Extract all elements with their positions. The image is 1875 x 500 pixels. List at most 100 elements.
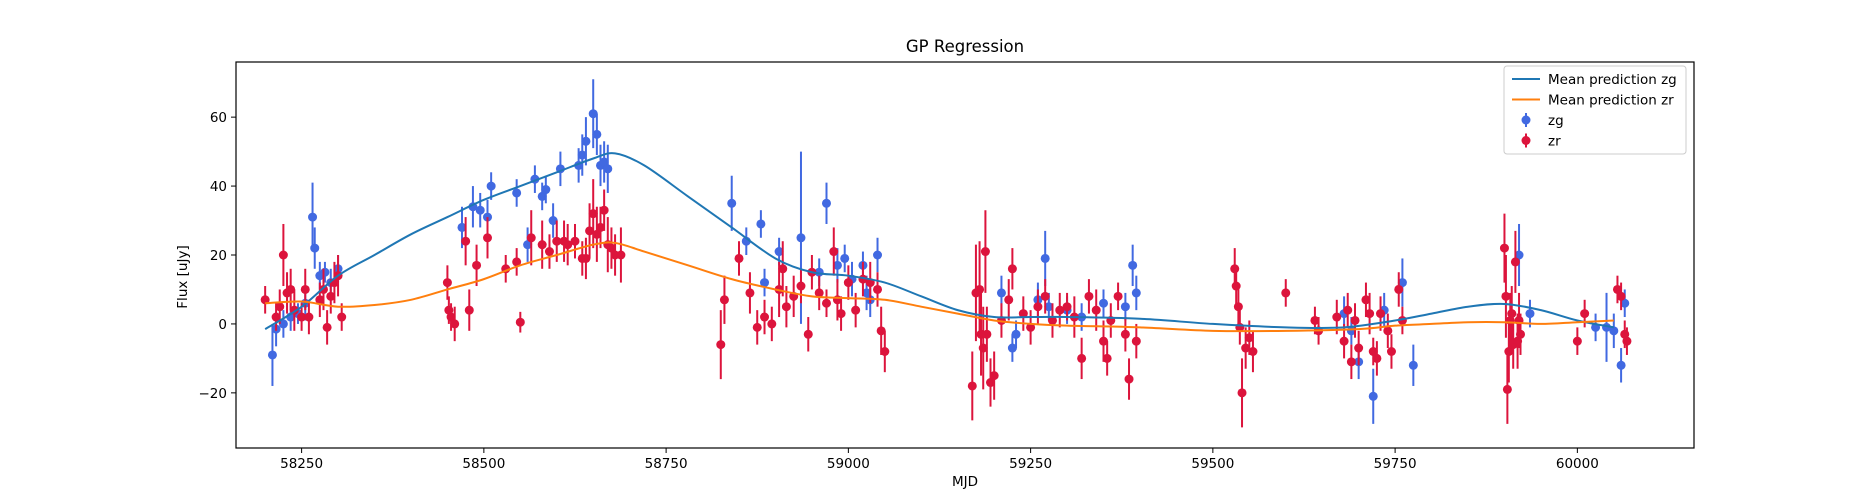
marker: [515, 317, 525, 327]
marker: [1047, 315, 1057, 325]
legend-swatch: [1521, 115, 1531, 125]
point-zg-51: [1040, 230, 1050, 287]
marker: [537, 240, 547, 250]
point-zg-68: [1591, 313, 1601, 342]
point-zr-64: [836, 296, 846, 331]
legend-box: [1503, 65, 1687, 155]
marker: [308, 212, 318, 222]
marker: [1062, 302, 1072, 312]
point-zg-2: [278, 310, 288, 338]
marker: [271, 312, 281, 322]
plot-area: [260, 79, 1632, 428]
point-zr-131: [1504, 320, 1514, 383]
marker: [599, 157, 609, 167]
marker: [461, 236, 471, 246]
marker: [814, 288, 824, 298]
marker: [1361, 295, 1371, 305]
point-zg-46: [873, 237, 883, 273]
point-zr-33: [563, 223, 573, 266]
marker: [752, 322, 762, 332]
point-zr-60: [814, 275, 824, 311]
point-zg-66: [1514, 223, 1524, 287]
point-zr-98: [1113, 282, 1123, 311]
marker: [483, 233, 493, 243]
point-zr-40: [596, 206, 605, 249]
marker: [596, 222, 605, 232]
point-zr-89: [1055, 292, 1065, 328]
point-zr-46: [716, 310, 726, 380]
point-zr-84: [1018, 296, 1028, 331]
point-zg-39: [821, 182, 831, 224]
marker: [975, 284, 985, 294]
point-zr-3: [278, 223, 288, 287]
marker: [1609, 326, 1619, 336]
marker: [260, 295, 270, 305]
y-tick-label: 40: [210, 179, 227, 195]
marker: [851, 305, 861, 315]
point-zr-144: [1622, 327, 1632, 355]
marker: [719, 295, 729, 305]
point-zr-123: [1376, 296, 1386, 331]
marker: [1343, 305, 1353, 315]
point-zr-107: [1241, 327, 1251, 369]
marker: [1044, 302, 1054, 312]
marker: [552, 236, 562, 246]
marker: [512, 188, 522, 198]
point-zr-70: [876, 306, 886, 355]
marker: [523, 240, 533, 250]
marker: [843, 278, 853, 288]
point-zr-125: [1386, 334, 1396, 369]
point-zr-104: [1233, 289, 1243, 324]
point-zr-5: [286, 268, 296, 311]
marker: [821, 198, 831, 208]
marker: [1099, 336, 1109, 346]
marker: [1055, 305, 1065, 315]
marker: [1099, 298, 1109, 308]
point-zr-41: [599, 189, 609, 231]
marker: [1622, 336, 1632, 346]
point-zr-21: [461, 217, 471, 266]
marker: [873, 284, 883, 294]
marker: [592, 129, 602, 139]
marker: [1007, 343, 1017, 353]
marker: [796, 233, 806, 243]
point-zr-142: [1616, 282, 1626, 311]
marker: [1376, 309, 1386, 319]
marker: [1281, 288, 1291, 298]
point-zr-55: [781, 286, 791, 328]
x-axis-title: MJD: [952, 474, 978, 490]
marker: [1365, 309, 1375, 319]
point-zr-110: [1281, 279, 1291, 307]
point-zr-90: [1062, 292, 1072, 321]
marker: [1230, 264, 1240, 274]
y-tick-label: 60: [210, 110, 227, 126]
point-zr-96: [1102, 341, 1112, 376]
point-zr-9: [304, 299, 314, 335]
point-zr-126: [1394, 272, 1404, 307]
marker: [1244, 333, 1254, 343]
marker: [267, 350, 277, 360]
point-zr-97: [1106, 303, 1116, 338]
point-zg-62: [1368, 368, 1378, 424]
point-zr-50: [752, 310, 762, 345]
marker: [1383, 326, 1393, 336]
point-zr-92: [1077, 337, 1087, 380]
point-zr-62: [829, 227, 839, 276]
marker: [1386, 347, 1396, 356]
line-mean-prediction-zr: [265, 241, 1614, 333]
point-zg-14: [475, 192, 485, 228]
point-zr-28: [526, 210, 536, 266]
point-zg-41: [840, 244, 850, 273]
point-zr-106: [1237, 358, 1247, 428]
point-zr-45: [616, 227, 626, 283]
marker: [745, 288, 755, 298]
plot-frame: [235, 61, 1695, 449]
marker: [1124, 374, 1134, 384]
marker: [304, 312, 314, 322]
marker: [760, 312, 770, 322]
legend-label: Mean prediction zr: [1548, 93, 1674, 109]
marker: [873, 250, 883, 260]
marker: [1368, 391, 1378, 401]
marker: [1504, 347, 1514, 356]
point-zr-12: [322, 310, 332, 345]
